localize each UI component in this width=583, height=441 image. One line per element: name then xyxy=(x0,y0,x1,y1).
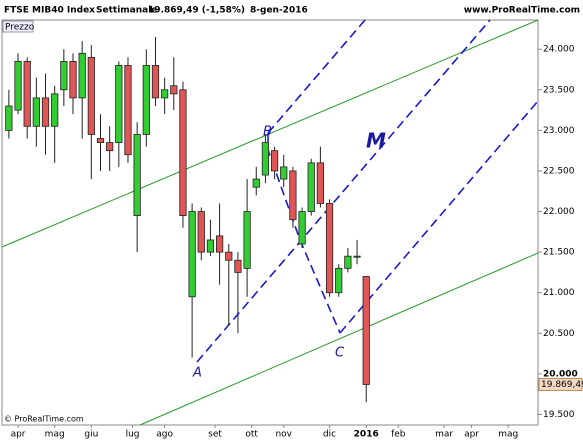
x-tick-label: nov xyxy=(275,430,292,440)
candle-body xyxy=(96,138,105,143)
annotation: C xyxy=(335,346,345,361)
candle-body xyxy=(335,267,343,294)
candle-body xyxy=(289,170,297,221)
x-tick-label: apr xyxy=(464,430,479,440)
panel-label-box xyxy=(2,20,34,33)
candle-body xyxy=(307,162,315,212)
pitchfork-line xyxy=(339,100,539,334)
candle-body xyxy=(32,97,40,127)
y-tick-label: 21.500 xyxy=(543,248,575,258)
candle-body xyxy=(170,85,178,95)
last-price-label: 19.869,49 xyxy=(541,380,583,390)
y-tick-label: 22.000 xyxy=(543,207,575,217)
last-change: 19.869,49 (-1,58%) xyxy=(148,6,245,16)
candle-body xyxy=(234,259,242,273)
source: www.ProRealTime.com xyxy=(464,6,580,16)
annotation: M xyxy=(366,129,386,153)
candle-body xyxy=(179,89,187,217)
candle-body xyxy=(41,97,50,127)
pitchfork-median xyxy=(196,19,491,363)
candle-body xyxy=(161,89,169,99)
candle-body xyxy=(23,60,31,127)
candle-body xyxy=(5,105,13,131)
x-tick-label: lug xyxy=(126,430,140,440)
candle-body xyxy=(298,211,306,245)
candle-body xyxy=(151,65,160,99)
candle-body xyxy=(188,211,196,298)
x-tick-label: feb xyxy=(391,430,406,440)
y-tick-label: 20.000 xyxy=(543,369,578,379)
candle-body xyxy=(215,235,224,253)
x-tick-label: mag xyxy=(498,430,518,440)
x-tick-label: ott xyxy=(245,430,258,440)
footer: © ProRealTime.com xyxy=(4,415,84,424)
x-tick-label: mag xyxy=(45,430,65,440)
candle-body xyxy=(353,255,361,258)
candle-body xyxy=(243,211,251,269)
trend-line xyxy=(139,252,539,426)
candle-body xyxy=(197,211,205,253)
y-tick-label: 21.000 xyxy=(543,288,575,298)
x-tick-label: ago xyxy=(156,430,173,440)
candle-body xyxy=(270,150,279,172)
candle-body xyxy=(87,56,95,135)
date: 8-gen-2016 xyxy=(250,6,308,16)
candle-body xyxy=(69,60,77,99)
candle-body xyxy=(316,162,324,204)
candle-body xyxy=(325,203,334,294)
candle-body xyxy=(225,251,233,261)
candle-body xyxy=(124,65,132,156)
plot-frame xyxy=(1,19,539,426)
y-tick-label: 20.500 xyxy=(543,329,575,339)
last-price-box xyxy=(538,377,583,391)
pitchfork-bc xyxy=(267,133,341,334)
panel-label: Prezzo xyxy=(5,23,35,33)
trend-line xyxy=(1,19,539,248)
candle-body xyxy=(261,142,270,176)
candle-body xyxy=(206,239,215,253)
candle-body xyxy=(78,52,86,99)
candle-body xyxy=(280,166,288,180)
candle-body xyxy=(106,142,114,152)
x-tick-label: mar xyxy=(435,430,453,440)
x-tick-label: dic xyxy=(323,430,336,440)
candle-body xyxy=(142,65,150,135)
annotation: A xyxy=(192,366,202,381)
chart-title: FTSE MIB40 Index xyxy=(4,6,95,16)
candle-body xyxy=(133,134,141,217)
y-tick-label: 23.500 xyxy=(543,85,575,95)
x-tick-label: giu xyxy=(84,430,98,440)
x-tick-label: set xyxy=(208,430,222,440)
y-tick-label: 22.500 xyxy=(543,166,575,176)
y-tick-label: 19.500 xyxy=(543,410,575,420)
x-tick-label: 2016 xyxy=(354,430,379,440)
candle-body xyxy=(60,60,68,91)
annotation: B xyxy=(263,125,272,140)
candle-body xyxy=(344,255,352,269)
x-tick-label: apr xyxy=(11,430,26,440)
candle-body xyxy=(362,276,370,385)
candle-body xyxy=(51,93,59,127)
candle-body xyxy=(115,65,123,143)
period: Settimanale xyxy=(96,6,157,16)
candle-body xyxy=(252,178,260,188)
pitchfork-line xyxy=(267,19,366,134)
y-tick-label: 24.000 xyxy=(543,45,575,55)
candle-body xyxy=(14,60,22,111)
y-tick-label: 23.000 xyxy=(543,126,575,136)
